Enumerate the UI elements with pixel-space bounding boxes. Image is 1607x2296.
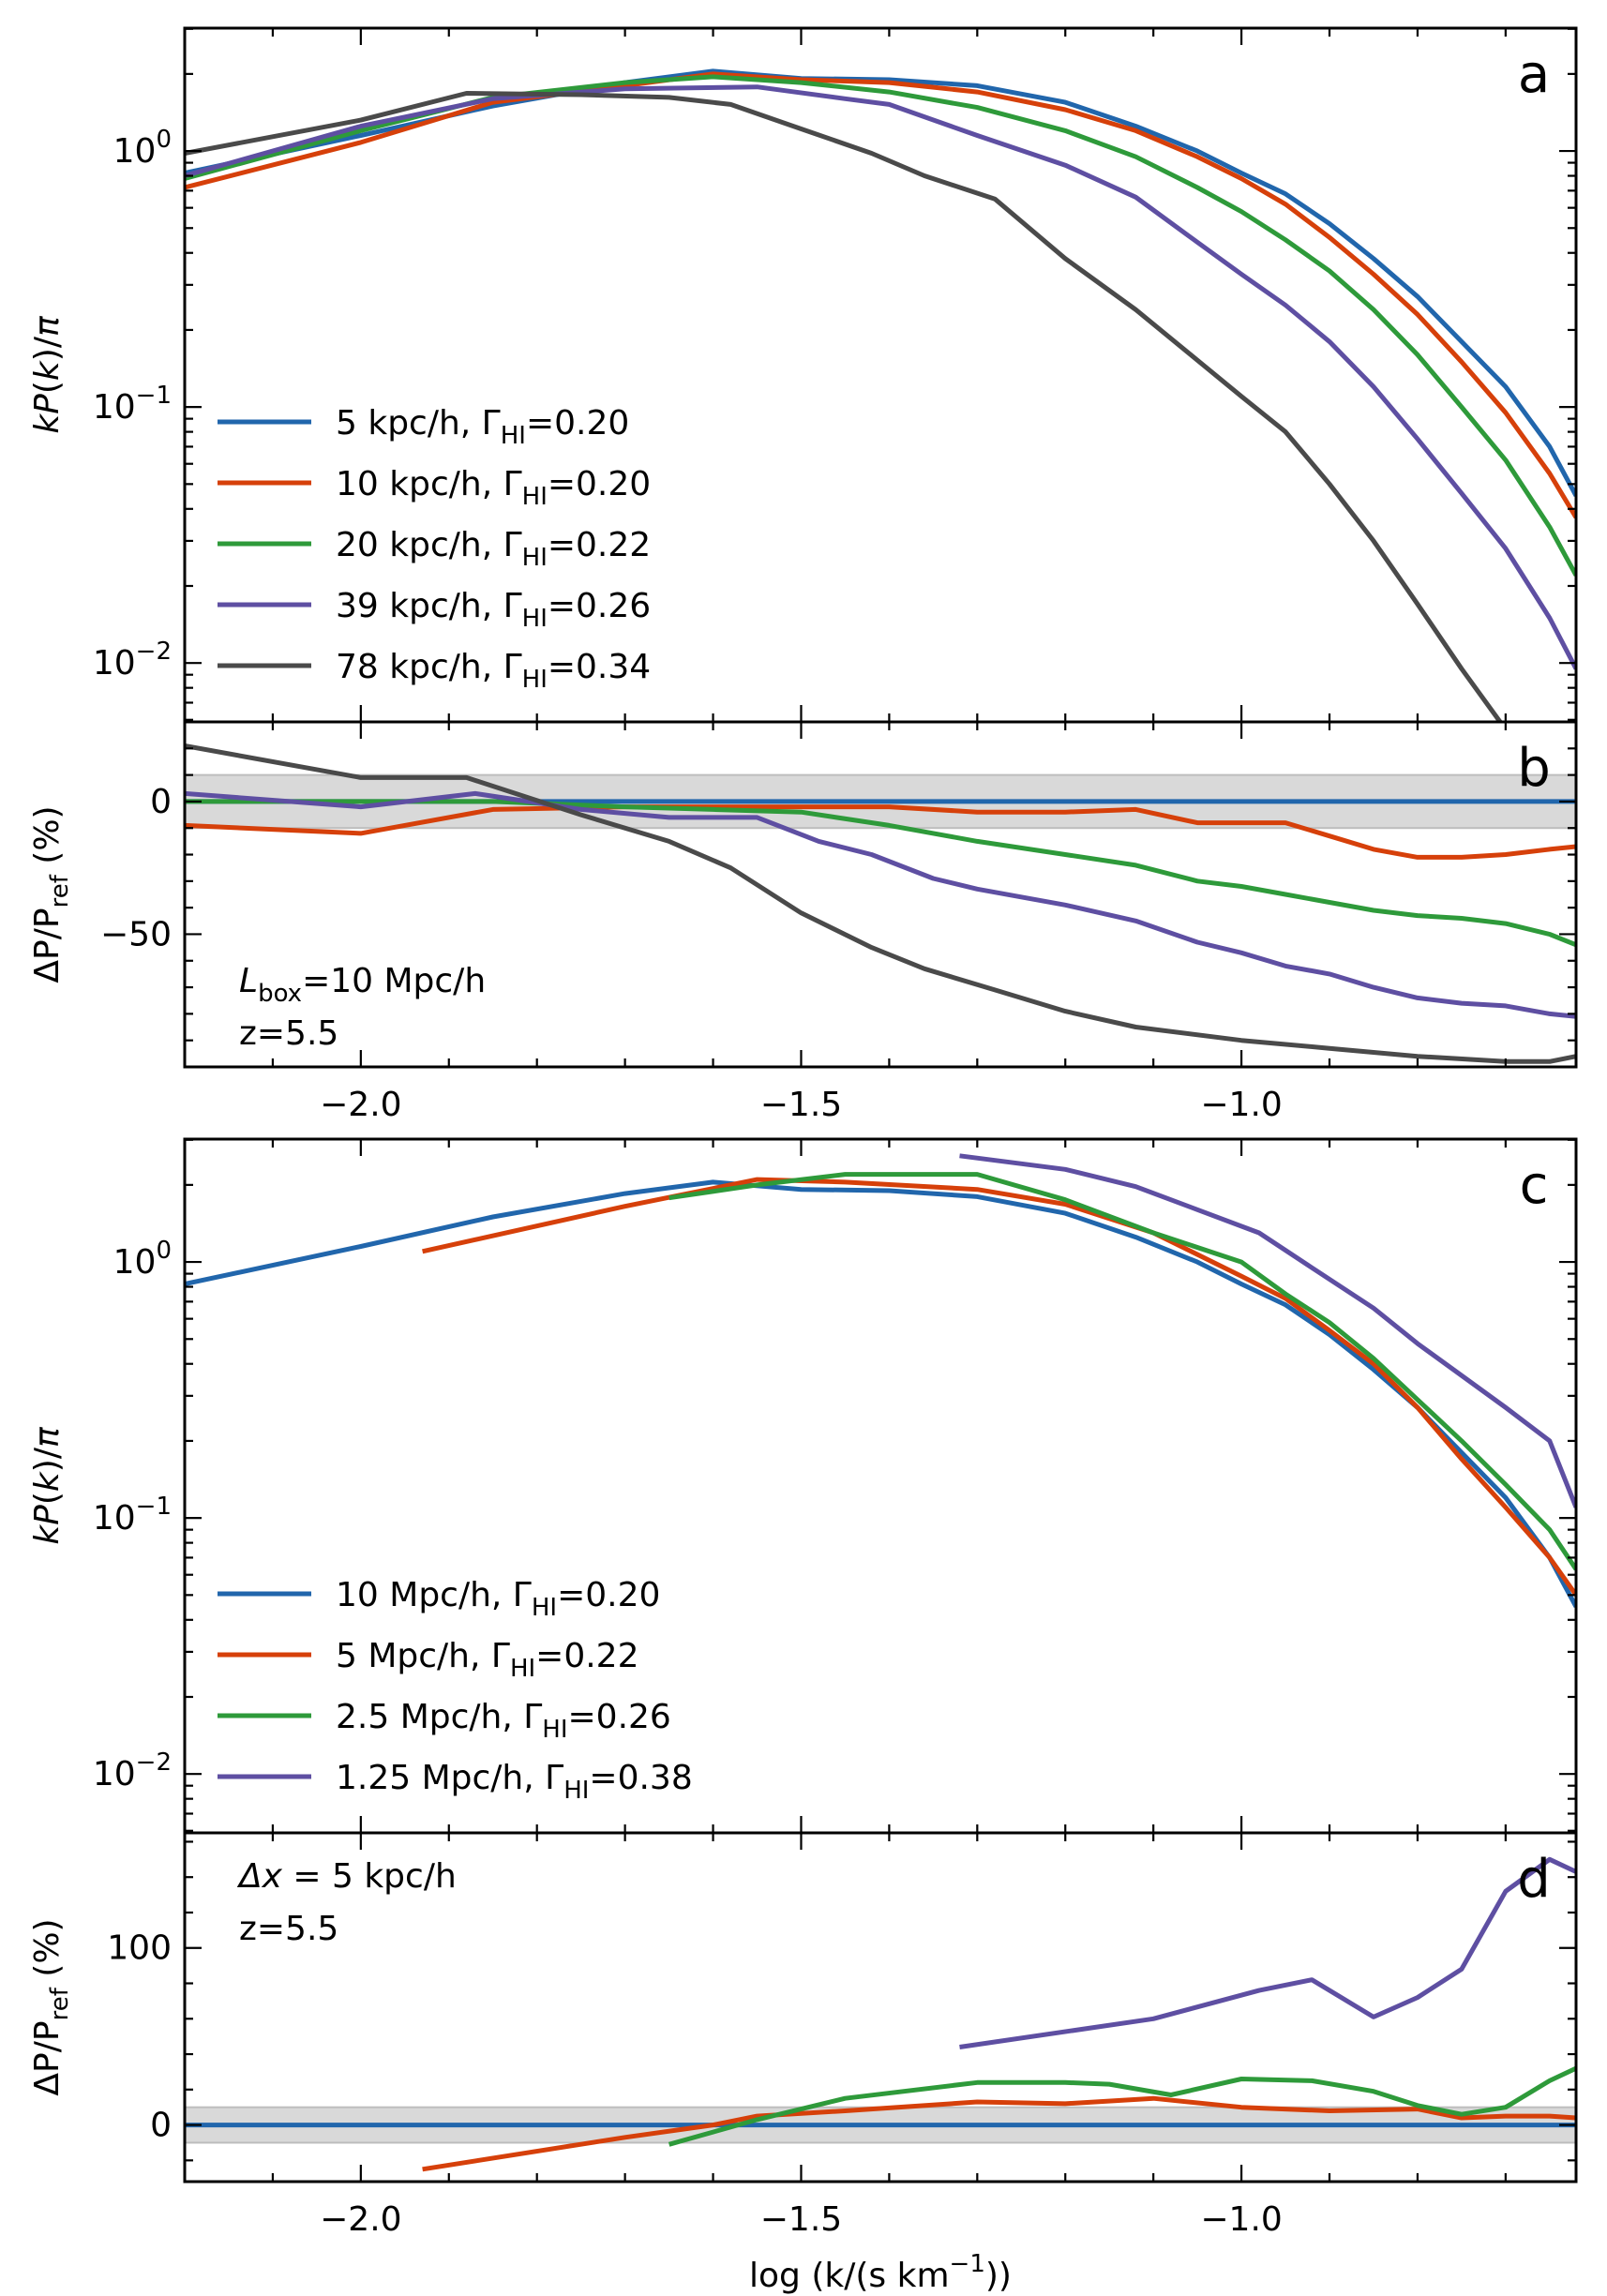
panel-label: b bbox=[1517, 738, 1551, 799]
annotation: Δx = 5 kpc/h bbox=[236, 1857, 457, 1896]
annotation: z=5.5 bbox=[239, 1014, 338, 1053]
panel-label: c bbox=[1520, 1155, 1549, 1216]
legend-entry: 10 Mpc/h, ΓHI=0.20 bbox=[336, 1576, 660, 1622]
legend-entry: 1.25 Mpc/h, ΓHI=0.38 bbox=[336, 1759, 693, 1805]
y-axis-label: ΔP/Pref (%) bbox=[28, 805, 74, 983]
series-line-b-3 bbox=[185, 790, 1576, 1019]
y-tick-label: 10−1 bbox=[93, 382, 172, 427]
legend-entry: 2.5 Mpc/h, ΓHI=0.26 bbox=[336, 1698, 671, 1744]
series-line-c-3 bbox=[959, 1153, 1576, 1508]
x-tick-label: −1.5 bbox=[760, 2200, 842, 2239]
legend-entry: 20 kpc/h, ΓHI=0.22 bbox=[336, 526, 651, 572]
y-tick-label: 10−2 bbox=[93, 1748, 172, 1793]
panel-b: 0 −50 −2.0 −1.5 −1.0 b ΔP/Pref (%) Lbox=10 Mpc/… bbox=[28, 720, 1578, 1124]
legend-entry: 10 kpc/h, ΓHI=0.20 bbox=[336, 465, 651, 511]
legend-entry: 78 kpc/h, ΓHI=0.34 bbox=[336, 648, 651, 694]
y-tick-label: 100 bbox=[113, 126, 172, 171]
y-tick-label: 100 bbox=[113, 1237, 172, 1282]
series-line-c-2 bbox=[668, 1172, 1576, 1571]
x-tick-label: −2.0 bbox=[320, 1086, 401, 1124]
legend: 5 kpc/h, ΓHI=0.20 10 kpc/h, ΓHI=0.20 20 kp… bbox=[218, 404, 651, 694]
x-tick-label: −1.0 bbox=[1200, 2200, 1282, 2239]
series-line-a-2 bbox=[185, 74, 1576, 577]
series-line-b-4 bbox=[185, 743, 1576, 1064]
x-tick-label: −1.0 bbox=[1200, 1086, 1282, 1124]
y-tick-label: 10−1 bbox=[93, 1493, 172, 1538]
annotation: z=5.5 bbox=[239, 1910, 338, 1948]
series-line-d-2 bbox=[668, 2065, 1576, 2147]
series-line-c-0 bbox=[185, 1179, 1576, 1608]
plot-area bbox=[185, 68, 1576, 722]
plot-area bbox=[185, 1856, 1576, 2172]
annotation: Lbox=10 Mpc/h bbox=[239, 962, 486, 1008]
y-tick-label: 100 bbox=[107, 1929, 172, 1968]
plot-area bbox=[185, 1153, 1576, 1608]
series-line-a-3 bbox=[185, 84, 1576, 670]
panel-label: a bbox=[1518, 44, 1550, 105]
y-tick-label: −50 bbox=[100, 915, 172, 953]
series-line-d-1 bbox=[422, 2095, 1576, 2172]
axes-frame bbox=[183, 720, 1578, 1069]
axes-frame bbox=[183, 1831, 1578, 2183]
y-axis-label: kP(k)/π bbox=[28, 315, 67, 434]
y-axis-label: kP(k)/π bbox=[28, 1426, 67, 1545]
panel-d: 0 100 −2.0 −1.5 −1.0 d ΔP/Pref (%) log (k/(s km… bbox=[28, 1831, 1578, 2295]
y-tick-label: 0 bbox=[150, 783, 172, 821]
series-line-b-2 bbox=[185, 799, 1576, 948]
legend-entry: 5 Mpc/h, ΓHI=0.22 bbox=[336, 1637, 639, 1683]
x-tick-label: −1.5 bbox=[760, 1086, 842, 1124]
y-tick-label: 10−2 bbox=[93, 638, 172, 683]
y-axis-label: ΔP/Pref (%) bbox=[28, 1918, 74, 2095]
x-axis-label: log (k/(s km−1)) bbox=[749, 2250, 1012, 2295]
legend: 10 Mpc/h, ΓHI=0.20 5 Mpc/h, ΓHI=0.22 2.5 M… bbox=[218, 1576, 693, 1805]
plot-area bbox=[185, 743, 1576, 1064]
panel-label: d bbox=[1517, 1849, 1551, 1910]
legend-entry: 5 kpc/h, ΓHI=0.20 bbox=[336, 404, 629, 450]
x-tick-label: −2.0 bbox=[320, 2200, 401, 2239]
series-line-d-3 bbox=[959, 1856, 1576, 2049]
legend-entry: 39 kpc/h, ΓHI=0.26 bbox=[336, 587, 651, 633]
series-line-a-4 bbox=[185, 91, 1504, 722]
y-tick-label: 0 bbox=[150, 2107, 172, 2145]
panel-a: 100 10−1 10−2 a kP(k)/π 5 kpc/h, ΓHI=0.20 10 k… bbox=[28, 26, 1578, 724]
